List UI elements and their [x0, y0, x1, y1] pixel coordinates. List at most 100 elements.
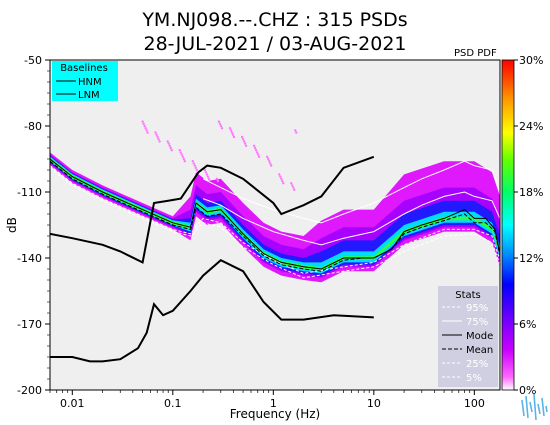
colorbar-tick-label: 30% [519, 54, 543, 67]
density-dot [168, 144, 171, 147]
density-dot [254, 149, 258, 152]
density-dot [267, 157, 270, 161]
x-tick-label: 100 [464, 397, 485, 410]
stats-legend: Stats 95% 75% Mode Mean 25% 5% [438, 286, 498, 387]
density-dot [270, 164, 273, 167]
y-tick-label: -50 [24, 54, 42, 67]
density-dot [252, 144, 256, 147]
p5-line [50, 167, 500, 279]
density-dot [266, 155, 269, 158]
density-dot [143, 124, 146, 128]
colorbar-tick-label: 12% [519, 252, 543, 265]
colorbar-label: PSD PDF [454, 48, 497, 59]
density-layer [50, 120, 500, 283]
stats-entry-75: 75% [466, 317, 488, 328]
density-dot [192, 162, 195, 165]
density-dot [256, 153, 260, 156]
hnm-line [50, 155, 375, 264]
y-tick-label: -140 [17, 252, 42, 265]
stats-entry-25: 25% [466, 359, 488, 370]
colorbar-ticks: 0% 6% 12% 18% 24% 30% [514, 54, 543, 397]
y-tick-label: -200 [17, 384, 42, 397]
density-dot [255, 151, 259, 154]
colorbar-tick-label: 24% [519, 120, 543, 133]
density-dot [280, 177, 283, 180]
x-tick-label: 1 [270, 397, 277, 410]
x-axis: 0.01 0.1 1 10 100 [49, 390, 485, 410]
density-dot [145, 129, 148, 132]
x-axis-label: Frequency (Hz) [230, 407, 321, 421]
density-dot [216, 179, 220, 183]
density-dot [157, 138, 160, 141]
density-dot [166, 140, 169, 143]
legend-entry-hnm: HNM [78, 77, 102, 88]
density-dot [253, 146, 257, 150]
y-tick-label: -170 [17, 318, 42, 331]
density-dot [230, 131, 234, 134]
density-dot [242, 140, 246, 143]
density-dot [282, 182, 285, 185]
density-dot [292, 186, 295, 189]
density-dot [206, 175, 210, 178]
colorbar-tick-label: 18% [519, 186, 543, 199]
density-dot [231, 133, 235, 136]
density-dot [155, 133, 158, 136]
density-dot [293, 188, 296, 191]
density-dot [142, 122, 145, 126]
density-dot [169, 146, 172, 150]
density-dot [183, 160, 186, 163]
density-dot [257, 155, 261, 158]
stats-entry-mean: Mean [466, 345, 493, 356]
density-dot [290, 182, 293, 185]
baselines-legend: Baselines HNM LNM [52, 61, 118, 101]
p95-line [202, 160, 500, 224]
density-dot [220, 127, 224, 130]
density-dot [205, 173, 209, 176]
density-dot [279, 175, 282, 178]
density-dot [191, 160, 194, 163]
y-tick-label: -80 [24, 120, 42, 133]
stats-legend-title: Stats [455, 290, 481, 301]
density-dot [294, 129, 297, 132]
y-axis-label: dB [5, 217, 19, 233]
wave-logo-icon [521, 393, 548, 421]
density-dot [146, 131, 149, 134]
density-dot [167, 142, 170, 145]
density-dot [281, 179, 284, 183]
x-tick-label: 0.01 [60, 397, 85, 410]
lines-layer [50, 155, 500, 363]
density-dot [291, 184, 294, 187]
density-dot [240, 135, 244, 139]
density-dot [228, 127, 232, 130]
density-dot [181, 155, 184, 158]
density-dot [219, 124, 223, 128]
density-dot [218, 122, 222, 126]
density-dot [195, 168, 198, 172]
density-dot [241, 138, 245, 141]
density-dot [156, 135, 159, 139]
p75-line [202, 191, 500, 246]
density-dot [170, 149, 173, 152]
density-dot [269, 162, 272, 165]
density-dot [295, 131, 298, 134]
density-dot [178, 149, 181, 152]
stats-entry-95: 95% [466, 303, 488, 314]
mean-line [50, 160, 500, 272]
density-dot [179, 151, 182, 154]
density-dot [193, 164, 196, 167]
density-dot [232, 135, 236, 139]
legend-entry-lnm: LNM [78, 90, 100, 101]
density-dot [229, 129, 233, 132]
density-dot [215, 177, 219, 180]
density-dot [154, 131, 157, 134]
colorbar [501, 59, 515, 391]
density-dot [194, 166, 197, 169]
density-band-mid-high [50, 156, 500, 274]
stats-entry-5: 5% [466, 373, 482, 384]
density-dot [158, 140, 161, 143]
density-dot [204, 171, 208, 174]
chart-subtitle: 28-JUL-2021 / 03-AUG-2021 [144, 33, 407, 55]
mode-line [50, 158, 500, 270]
density-dot [144, 127, 147, 130]
